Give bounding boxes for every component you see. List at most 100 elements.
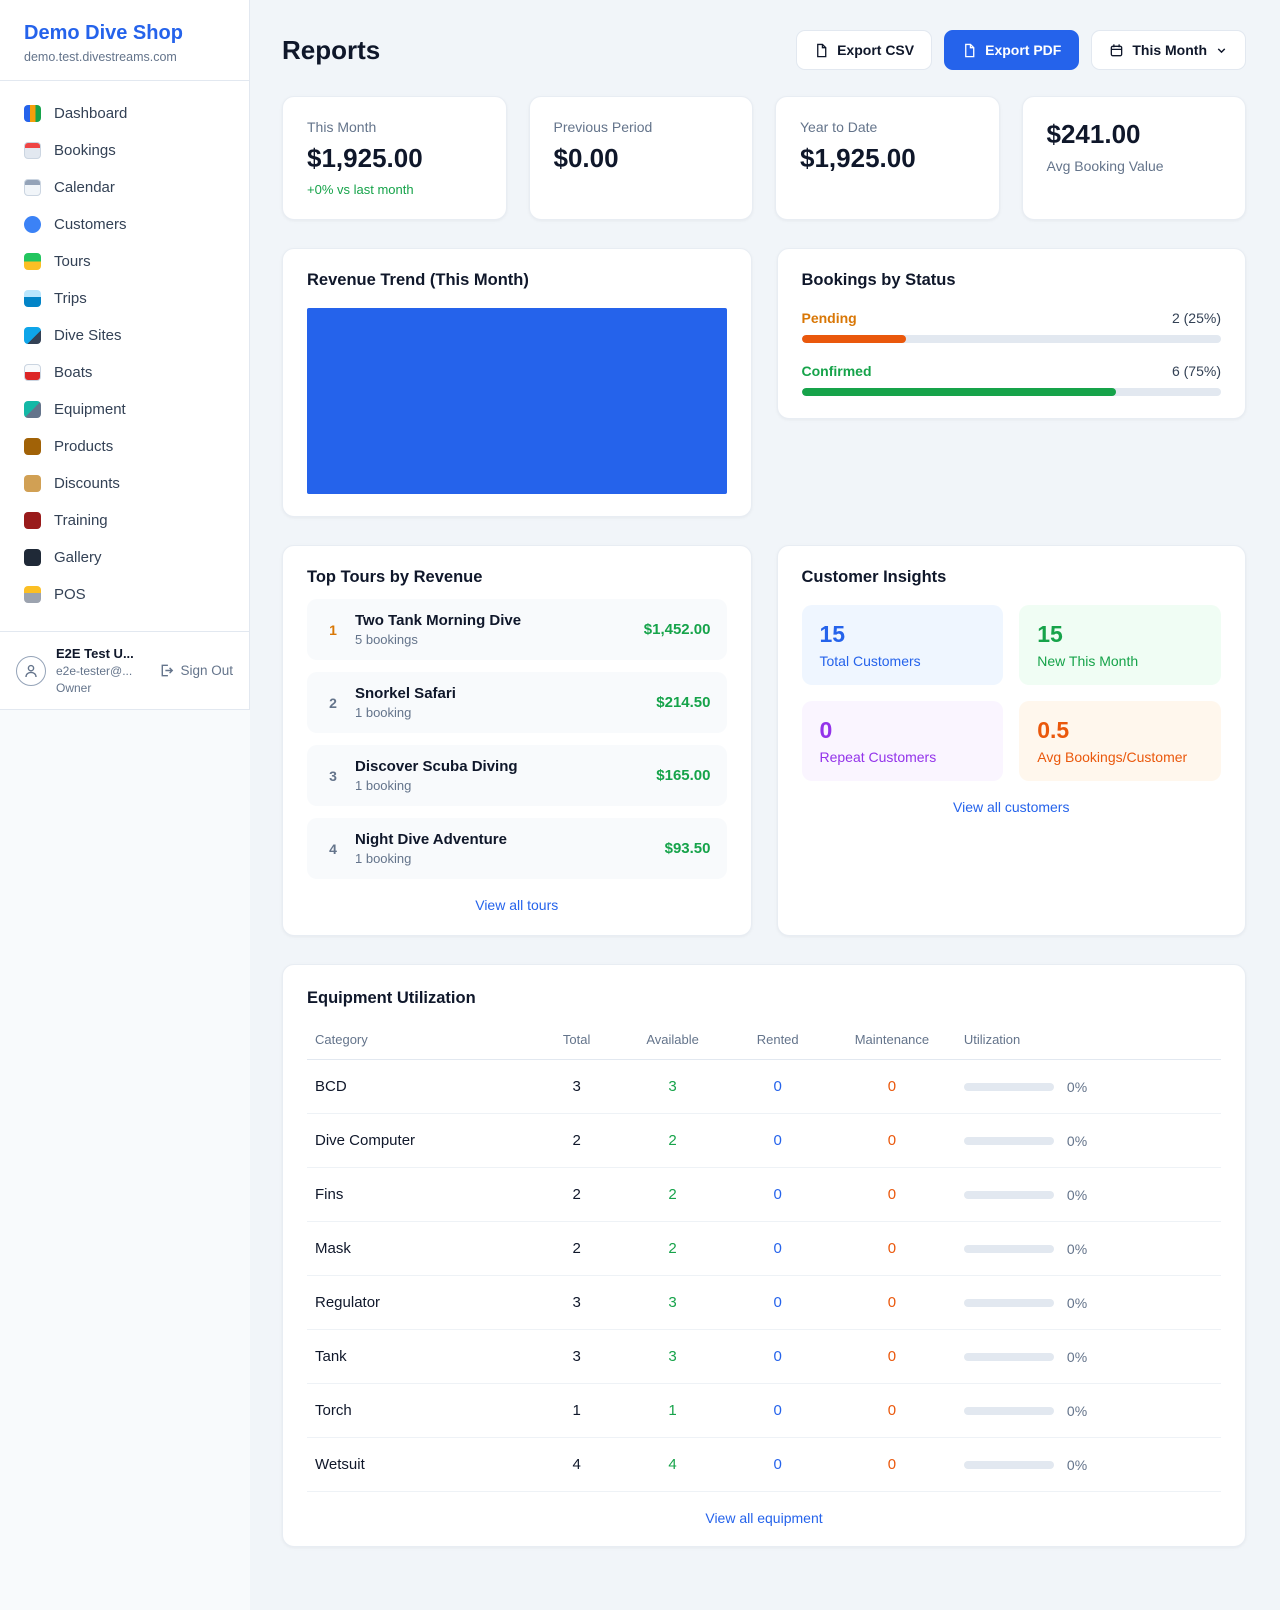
sidebar-item-calendar[interactable]: Calendar [12, 169, 237, 206]
utilization-track [963, 1298, 1054, 1307]
user-meta: E2E Test U... e2e-tester@... Owner [56, 646, 149, 695]
utilization-percent: 0% [1066, 1456, 1088, 1473]
utilization-track [963, 1352, 1054, 1361]
status-row-confirmed: Confirmed 6 (75%) [801, 363, 1221, 396]
top-tours-card: Top Tours by Revenue 1 Two Tank Morning … [282, 545, 752, 936]
shop-domain: demo.test.divestreams.com [24, 50, 177, 64]
table-row: Mask 2 2 0 0 0% [307, 1221, 1221, 1276]
dashboard-icon [24, 105, 41, 122]
sidebar-item-equipment[interactable]: Equipment [12, 391, 237, 428]
utilization-percent: 0% [1066, 1294, 1088, 1311]
sidebar-item-trips[interactable]: Trips [12, 280, 237, 317]
export-csv-button[interactable]: Export CSV [796, 30, 933, 70]
user-name: E2E Test U... [56, 646, 134, 661]
tours-icon [24, 253, 41, 270]
customer-insights-title: Customer Insights [801, 568, 947, 586]
view-all-equipment-link[interactable]: View all equipment [705, 1510, 823, 1526]
column-header-total: Total [535, 1022, 618, 1060]
sidebar-item-label: Discounts [54, 475, 120, 492]
sidebar-item-label: Boats [54, 364, 93, 381]
utilization-percent: 0% [1066, 1402, 1088, 1419]
equipment-total: 4 [535, 1437, 618, 1492]
equipment-category: Torch [307, 1383, 536, 1438]
export-pdf-button[interactable]: Export PDF [944, 30, 1080, 70]
equipment-total: 1 [535, 1383, 618, 1438]
equipment-rented: 0 [727, 1275, 828, 1330]
equipment-utilization: 0% [955, 1221, 1221, 1276]
sidebar-item-tours[interactable]: Tours [12, 243, 237, 280]
user-role: Owner [56, 681, 92, 695]
equipment-utilization: 0% [955, 1437, 1221, 1492]
insight-value: 15 [819, 621, 846, 647]
equipment-total: 2 [535, 1113, 618, 1168]
insight-label: Total Customers [819, 653, 921, 669]
sidebar-item-pos[interactable]: POS [12, 576, 237, 613]
user-email: e2e-tester@... [56, 664, 133, 678]
sidebar-item-gallery[interactable]: Gallery [12, 539, 237, 576]
discounts-icon [24, 475, 41, 492]
progress-fill [801, 335, 907, 343]
equipment-category: Regulator [307, 1275, 536, 1330]
stat-card-previous-period: Previous Period $0.00 [528, 96, 753, 220]
sidebar-item-products[interactable]: Products [12, 428, 237, 465]
view-all-customers-link[interactable]: View all customers [953, 799, 1070, 815]
tour-info: Night Dive Adventure 1 booking [355, 831, 665, 866]
stat-card-this-month: This Month $1,925.00 +0% vs last month [282, 96, 507, 220]
sidebar-item-dashboard[interactable]: Dashboard [12, 95, 237, 132]
equipment-maintenance: 0 [827, 1221, 956, 1276]
sidebar-item-dive-sites[interactable]: Dive Sites [12, 317, 237, 354]
column-header-maintenance: Maintenance [827, 1022, 956, 1060]
sidebar-item-discounts[interactable]: Discounts [12, 465, 237, 502]
bookings-by-status-card: Bookings by Status Pending 2 (25%) Confi… [776, 248, 1246, 419]
equipment-total: 2 [535, 1167, 618, 1222]
training-icon [24, 512, 41, 529]
tour-row: 2 Snorkel Safari 1 booking $214.50 [307, 672, 727, 733]
utilization-track [963, 1136, 1054, 1145]
utilization-track [963, 1190, 1054, 1199]
sidebar-item-label: Dashboard [54, 105, 128, 122]
main-content: Reports Export CSV Export PDF [250, 0, 1280, 1610]
tour-rank: 4 [329, 840, 337, 857]
period-selector[interactable]: This Month [1091, 30, 1246, 70]
sidebar-item-customers[interactable]: Customers [12, 206, 237, 243]
equipment-category: Mask [307, 1221, 536, 1276]
calendar-icon [1111, 43, 1123, 56]
tour-revenue: $93.50 [664, 840, 711, 857]
utilization-track [963, 1406, 1054, 1415]
column-header-rented: Rented [727, 1022, 828, 1060]
equipment-category: Fins [307, 1167, 536, 1222]
sidebar-item-label: Training [54, 512, 108, 529]
sign-out-label: Sign Out [180, 663, 233, 678]
tour-row: 1 Two Tank Morning Dive 5 bookings $1,45… [307, 599, 727, 660]
tour-rank: 3 [329, 767, 337, 784]
user-section: E2E Test U... e2e-tester@... Owner Sign … [0, 631, 249, 709]
stat-value: $1,925.00 [800, 143, 916, 173]
insight-label: Repeat Customers [819, 749, 937, 765]
insight-tile-new-this-month: 15 New This Month [1019, 605, 1221, 685]
sign-out-button[interactable]: Sign Out [159, 663, 233, 678]
sidebar-item-training[interactable]: Training [12, 502, 237, 539]
utilization-percent: 0% [1066, 1078, 1088, 1095]
utilization-track [963, 1460, 1054, 1469]
view-all-tours-link[interactable]: View all tours [475, 897, 559, 913]
progress-fill [801, 388, 1117, 396]
stat-label: Avg Booking Value [1046, 158, 1164, 174]
equipment-maintenance: 0 [827, 1329, 956, 1384]
equipment-available: 2 [617, 1221, 728, 1276]
products-icon [24, 438, 41, 455]
status-head: Pending 2 (25%) [802, 310, 1222, 326]
sidebar-item-label: Products [54, 438, 114, 455]
tour-bookings: 1 booking [355, 705, 412, 720]
tour-revenue: $165.00 [656, 767, 711, 784]
status-label: Pending [801, 310, 857, 326]
utilization-percent: 0% [1066, 1132, 1088, 1149]
charts-row: Revenue Trend (This Month) Bookings by S… [282, 248, 1246, 517]
utilization-percent: 0% [1066, 1186, 1088, 1203]
table-row: Regulator 3 3 0 0 0% [307, 1275, 1221, 1330]
bookings-by-status-title: Bookings by Status [801, 271, 956, 289]
sidebar-item-boats[interactable]: Boats [12, 354, 237, 391]
sidebar-item-bookings[interactable]: Bookings [12, 132, 237, 169]
revenue-bar [307, 308, 727, 494]
gallery-icon [24, 549, 41, 566]
